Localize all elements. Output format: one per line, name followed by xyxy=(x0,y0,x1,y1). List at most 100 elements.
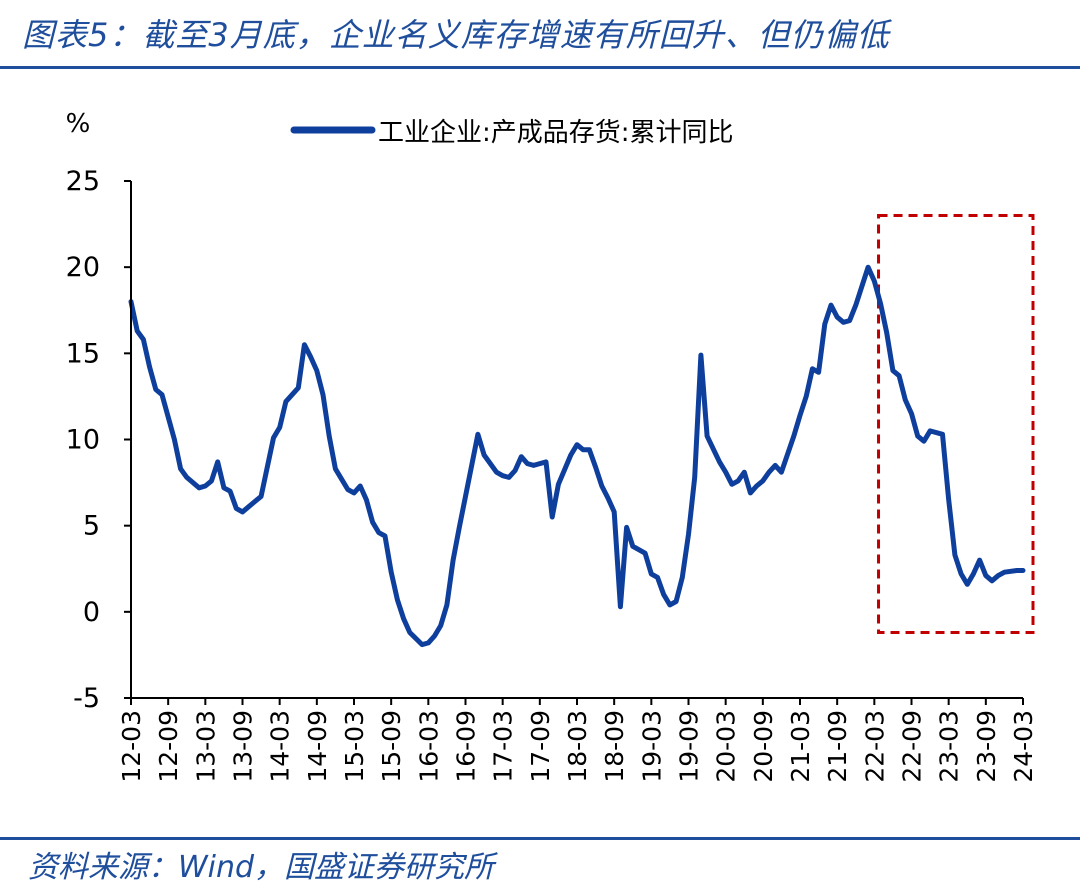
data-point xyxy=(426,641,430,645)
y-tick-label: 0 xyxy=(83,597,100,628)
x-tick-label: 23-09 xyxy=(972,710,1001,783)
title-divider xyxy=(0,66,1080,69)
data-point xyxy=(823,322,827,326)
data-point xyxy=(550,515,554,519)
data-point xyxy=(687,532,690,536)
data-point xyxy=(848,319,852,323)
data-point xyxy=(594,465,598,469)
data-point xyxy=(600,484,604,488)
data-point xyxy=(302,343,306,347)
source-divider xyxy=(0,837,1080,840)
data-point xyxy=(247,505,251,509)
data-point xyxy=(148,365,152,369)
data-point xyxy=(804,394,808,398)
x-tick-label: 20-09 xyxy=(749,710,778,783)
source-note: 资料来源：Wind，国盛证券研究所 xyxy=(28,850,495,885)
data-point xyxy=(228,489,232,493)
data-point xyxy=(272,436,275,440)
data-point xyxy=(197,486,201,490)
data-point xyxy=(792,434,796,438)
data-point xyxy=(891,369,895,373)
data-point xyxy=(253,500,257,503)
data-point xyxy=(618,605,622,609)
data-point xyxy=(507,475,511,479)
x-tick-label: 16-03 xyxy=(414,710,443,783)
y-tick-label: 15 xyxy=(66,338,100,369)
x-tick-label: 12-09 xyxy=(154,710,183,783)
data-point xyxy=(835,315,839,319)
data-point xyxy=(971,572,975,576)
data-point xyxy=(903,398,907,402)
data-point xyxy=(606,496,610,500)
data-point xyxy=(730,482,734,486)
legend: 工业企业:产成品存货:累计同比 xyxy=(290,118,734,148)
data-point xyxy=(210,479,213,483)
x-tick-label: 23-03 xyxy=(935,710,964,783)
data-point xyxy=(748,491,752,495)
data-point xyxy=(643,551,647,555)
data-point xyxy=(569,453,573,457)
data-point xyxy=(216,460,220,464)
data-point xyxy=(668,603,672,607)
data-point xyxy=(433,634,436,638)
data-point xyxy=(290,393,294,397)
data-point xyxy=(166,415,170,419)
data-point xyxy=(631,544,635,548)
data-point xyxy=(420,643,424,647)
data-point xyxy=(755,484,759,488)
data-point xyxy=(377,531,381,535)
data-point xyxy=(872,279,876,283)
data-point xyxy=(383,534,387,538)
data-point xyxy=(965,582,969,586)
data-point xyxy=(315,369,319,373)
data-point xyxy=(656,575,659,579)
data-point xyxy=(222,486,226,490)
data-point xyxy=(346,488,350,491)
data-point xyxy=(519,455,523,459)
y-axis-unit-label: % xyxy=(66,109,91,139)
data-point xyxy=(947,498,951,502)
data-point xyxy=(185,475,189,479)
data-point xyxy=(953,553,957,557)
data-point xyxy=(445,603,449,607)
x-tick-label: 14-03 xyxy=(266,710,295,783)
data-point xyxy=(538,462,542,466)
y-tick-label: 10 xyxy=(66,425,100,456)
data-point xyxy=(476,432,480,436)
data-point xyxy=(141,338,145,341)
data-point xyxy=(680,575,684,579)
x-tick-label: 16-09 xyxy=(452,710,481,783)
data-point xyxy=(259,494,263,498)
data-point xyxy=(990,579,994,583)
data-point xyxy=(674,600,678,603)
data-point xyxy=(897,374,901,378)
data-point xyxy=(284,400,288,404)
x-tick-label: 18-09 xyxy=(600,710,629,783)
data-point xyxy=(959,572,963,576)
data-point xyxy=(482,453,486,457)
y-tick-label: 25 xyxy=(66,166,100,197)
x-tick-label: 22-09 xyxy=(898,710,927,783)
data-point xyxy=(736,479,740,483)
data-point xyxy=(928,429,932,433)
x-tick-label: 17-03 xyxy=(489,710,518,783)
x-tick-label: 18-03 xyxy=(563,710,592,783)
series-line xyxy=(128,264,1026,648)
data-point xyxy=(879,301,882,305)
data-point xyxy=(718,460,721,464)
data-point xyxy=(705,434,709,438)
data-point xyxy=(556,482,560,486)
data-point xyxy=(910,412,913,416)
data-point xyxy=(773,463,777,467)
data-point xyxy=(612,510,616,514)
data-point xyxy=(922,439,926,443)
data-point xyxy=(978,558,982,562)
y-tick-label: 5 xyxy=(83,511,100,542)
data-point xyxy=(841,320,845,324)
data-point xyxy=(371,520,375,524)
data-point xyxy=(649,572,653,576)
data-point xyxy=(996,574,1000,578)
data-point xyxy=(278,425,282,429)
data-point xyxy=(457,525,461,529)
